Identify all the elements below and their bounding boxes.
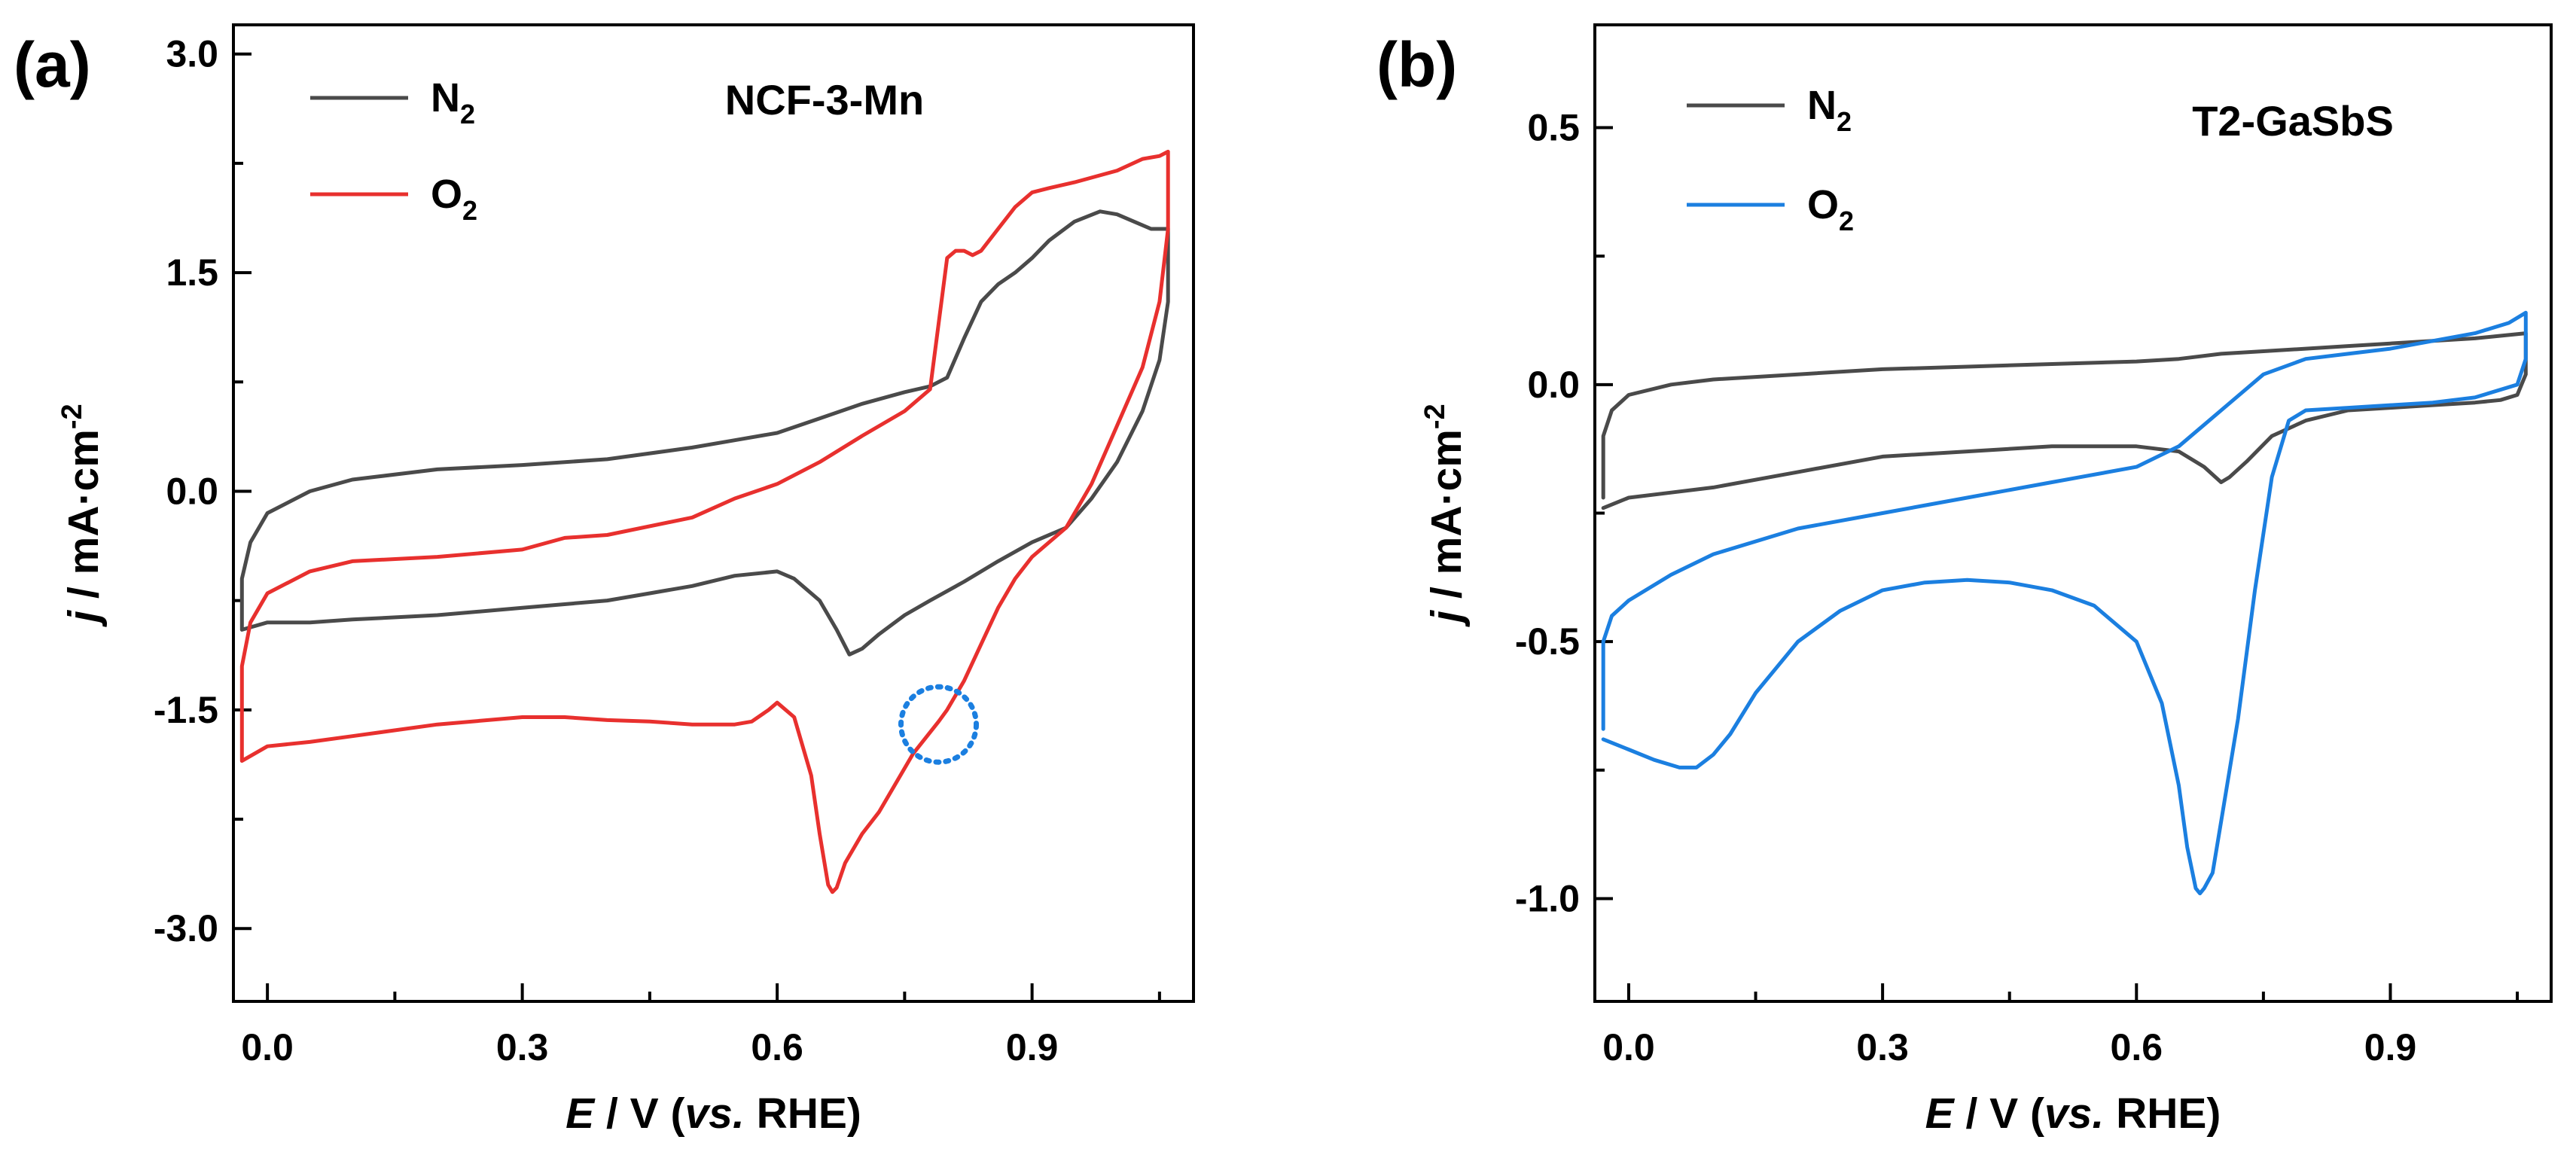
x-axis-label: E / V (vs. RHE) — [1925, 1089, 2221, 1138]
highlight-circle — [898, 684, 980, 765]
panel-label: (b) — [1376, 29, 1457, 100]
series-line-o2 — [1601, 310, 2528, 896]
y-tick-label: 3.0 — [166, 33, 218, 75]
x-tick-label: 0.9 — [1006, 1026, 1059, 1068]
series-line-o2 — [239, 149, 1170, 894]
y-tick-label: 1.5 — [166, 251, 218, 294]
legend-label-n2: N2 — [431, 75, 475, 130]
panel-label: (a) — [14, 29, 91, 100]
y-tick-label: -3.0 — [154, 907, 218, 949]
y-tick-label: -1.5 — [154, 689, 218, 731]
x-tick-label: 0.3 — [1856, 1026, 1909, 1068]
x-tick-label: 0.3 — [496, 1026, 549, 1068]
y-tick-label: -0.5 — [1515, 620, 1580, 663]
plot-frame — [1593, 23, 2553, 1003]
legend-label-n2: N2 — [1807, 83, 1852, 137]
y-tick-label: -1.0 — [1515, 877, 1580, 919]
x-axis-label: E / V (vs. RHE) — [566, 1089, 861, 1138]
plot-frame — [232, 23, 1195, 1003]
x-tick-label: 0.0 — [241, 1026, 294, 1068]
legend-label-o2: O2 — [431, 172, 477, 226]
x-tick-label: 0.6 — [2111, 1026, 2163, 1068]
x-tick-label: 0.9 — [2364, 1026, 2417, 1068]
x-tick-label: 0.0 — [1602, 1026, 1655, 1068]
chart-title: NCF-3-Mn — [725, 76, 924, 123]
y-axis-label: j / mA·cm-2 — [56, 404, 108, 627]
series-line-n2 — [1601, 331, 2528, 510]
y-tick-label: 0.0 — [1527, 364, 1580, 406]
chart-title: T2-GaSbS — [2192, 97, 2394, 145]
panel-b: 0.0 0.3 0.6 0.9 -1.0 -0.5 0.0 0.5 N2 O2 T2-GaSbS (b… — [1376, 23, 2553, 1138]
panel-a: 0.0 0.3 0.6 0.9 -3.0 -1.5 0.0 1.5 3.0 N2 O2 NCF-3-M… — [14, 23, 1195, 1138]
series-line-n2 — [239, 209, 1170, 657]
x-tick-label: 0.6 — [751, 1026, 803, 1068]
legend-label-o2: O2 — [1807, 182, 1854, 236]
y-axis-label: j / mA·cm-2 — [1419, 404, 1471, 627]
y-tick-label: 0.5 — [1527, 107, 1580, 149]
y-tick-label: 0.0 — [166, 470, 218, 512]
